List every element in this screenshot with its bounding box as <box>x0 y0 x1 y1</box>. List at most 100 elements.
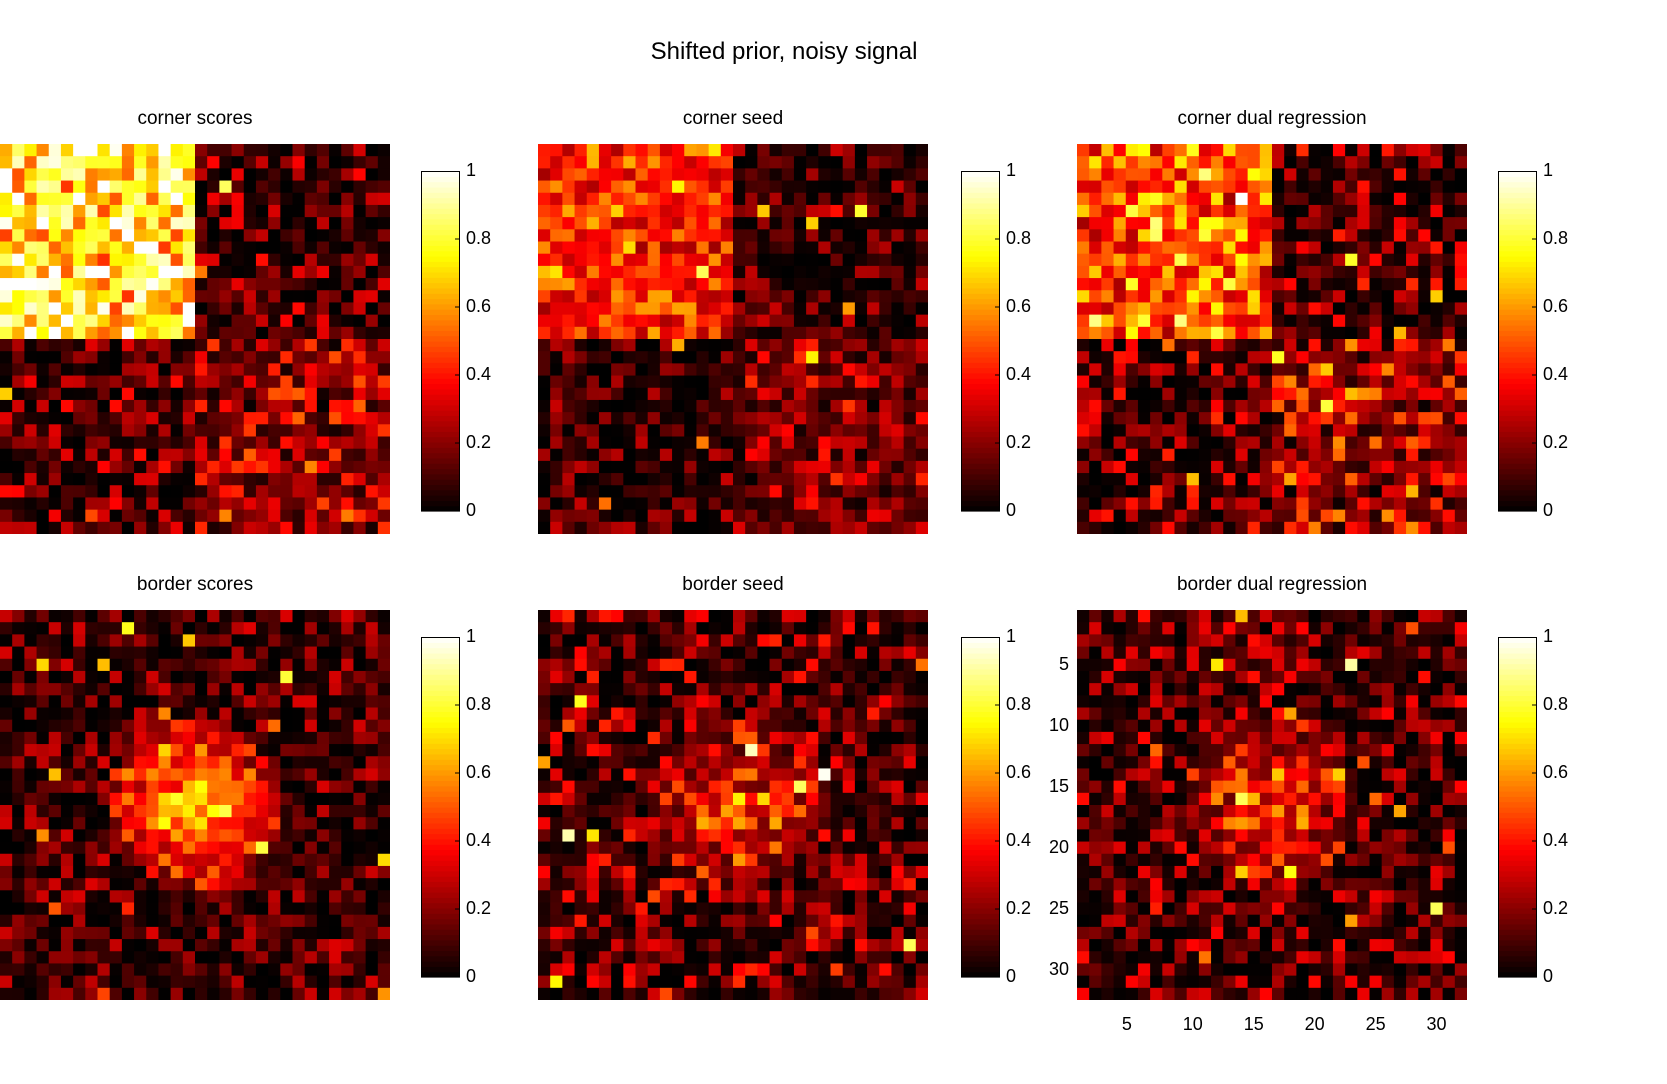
colorbar-tick-label: 0.6 <box>1006 296 1032 316</box>
heatmap-cell <box>60 756 74 769</box>
heatmap-cell <box>1381 436 1395 450</box>
heatmap-cell <box>170 363 184 376</box>
heatmap-cell <box>195 290 208 303</box>
heatmap-cell <box>170 658 184 672</box>
heatmap-cell <box>292 829 306 842</box>
heatmap-cell <box>903 253 917 267</box>
heatmap-cell <box>36 902 50 916</box>
heatmap-cell <box>1393 241 1407 255</box>
heatmap-cell <box>158 878 172 891</box>
heatmap-cell <box>1186 497 1200 511</box>
heatmap-cell <box>48 731 62 745</box>
heatmap-cell <box>1418 290 1431 303</box>
heatmap-cell <box>635 792 649 806</box>
heatmap-cell <box>769 646 783 660</box>
heatmap-cell <box>562 646 575 660</box>
heatmap-cell <box>793 436 807 450</box>
heatmap-cell <box>562 792 575 806</box>
heatmap-cell <box>574 817 588 830</box>
heatmap-cell <box>1235 241 1249 255</box>
heatmap-cell <box>280 707 293 721</box>
heatmap-cell <box>158 253 172 267</box>
heatmap-cell <box>268 987 281 1000</box>
heatmap-cell <box>708 622 722 635</box>
heatmap-cell <box>158 204 172 218</box>
colorbar-segment <box>1498 234 1537 241</box>
heatmap-cell <box>562 805 575 818</box>
heatmap-cell <box>745 792 758 806</box>
heatmap-cell <box>684 424 697 437</box>
heatmap-cell <box>255 780 269 794</box>
heatmap-cell <box>1211 424 1224 437</box>
heatmap-cell <box>781 622 795 635</box>
colorbar-segment <box>1498 362 1537 369</box>
heatmap-cell <box>696 363 710 376</box>
heatmap-cell <box>231 168 245 181</box>
heatmap-cell <box>243 951 257 964</box>
heatmap-cell <box>1186 192 1200 206</box>
heatmap-cell <box>1296 253 1309 267</box>
heatmap-cell <box>316 792 330 806</box>
heatmap-cell <box>1406 436 1419 450</box>
heatmap-cell <box>1393 302 1407 316</box>
heatmap-cell <box>182 926 196 940</box>
heatmap-cell <box>292 914 306 928</box>
heatmap-cell <box>1406 351 1419 364</box>
heatmap-cell <box>231 473 245 486</box>
heatmap-cell <box>830 731 844 745</box>
colorbar-segment <box>421 197 460 204</box>
heatmap-cell <box>134 829 147 842</box>
heatmap-cell <box>377 448 390 462</box>
colorbar-segment <box>1498 346 1537 353</box>
heatmap-cell <box>745 756 758 769</box>
heatmap-cell <box>243 670 257 684</box>
heatmap-cell <box>268 731 281 745</box>
heatmap-cell <box>1089 485 1102 498</box>
heatmap-cell <box>365 731 379 745</box>
heatmap-cell <box>574 473 588 486</box>
heatmap-cell <box>48 399 62 413</box>
heatmap-cell <box>854 521 868 534</box>
heatmap-cell <box>1137 290 1151 303</box>
heatmap-cell <box>316 987 330 1000</box>
heatmap-cell <box>207 497 220 511</box>
heatmap-cell <box>365 926 379 940</box>
heatmap-cell <box>550 302 563 316</box>
heatmap-cell <box>781 351 795 364</box>
heatmap-cell <box>243 314 257 328</box>
heatmap-cell <box>1125 424 1139 437</box>
heatmap-cell <box>109 768 123 782</box>
heatmap-cell <box>1211 375 1224 389</box>
heatmap-cell <box>1211 168 1224 181</box>
heatmap-cell <box>708 314 722 328</box>
heatmap-cell <box>854 731 868 745</box>
heatmap-cell <box>12 204 25 218</box>
heatmap-cell <box>1235 351 1249 364</box>
heatmap-cell <box>353 792 367 806</box>
colorbar-segment <box>421 854 460 861</box>
heatmap-cell <box>12 878 25 891</box>
heatmap-cell <box>377 695 390 708</box>
heatmap-cell <box>60 204 74 218</box>
heatmap-cell <box>170 914 184 928</box>
colorbar-segment <box>421 282 460 289</box>
heatmap-cell <box>365 646 379 660</box>
heatmap-cell <box>24 780 37 794</box>
heatmap-cell <box>854 375 868 389</box>
heatmap-cell <box>1418 521 1431 534</box>
heatmap-cell <box>733 363 746 376</box>
heatmap-cell <box>586 278 600 291</box>
heatmap-cell <box>672 290 685 303</box>
heatmap-cell <box>231 658 245 672</box>
heatmap-cell <box>1393 436 1407 450</box>
heatmap-cell <box>562 634 575 647</box>
heatmap-cell <box>0 683 13 696</box>
heatmap-cell <box>341 719 354 733</box>
heatmap-cell <box>207 865 220 879</box>
heatmap-cell <box>182 460 196 474</box>
colorbar-segment <box>961 473 1000 480</box>
heatmap-cell <box>329 610 342 623</box>
heatmap-cell <box>109 939 123 952</box>
heatmap-cell <box>316 975 330 989</box>
heatmap-cell <box>647 509 661 523</box>
